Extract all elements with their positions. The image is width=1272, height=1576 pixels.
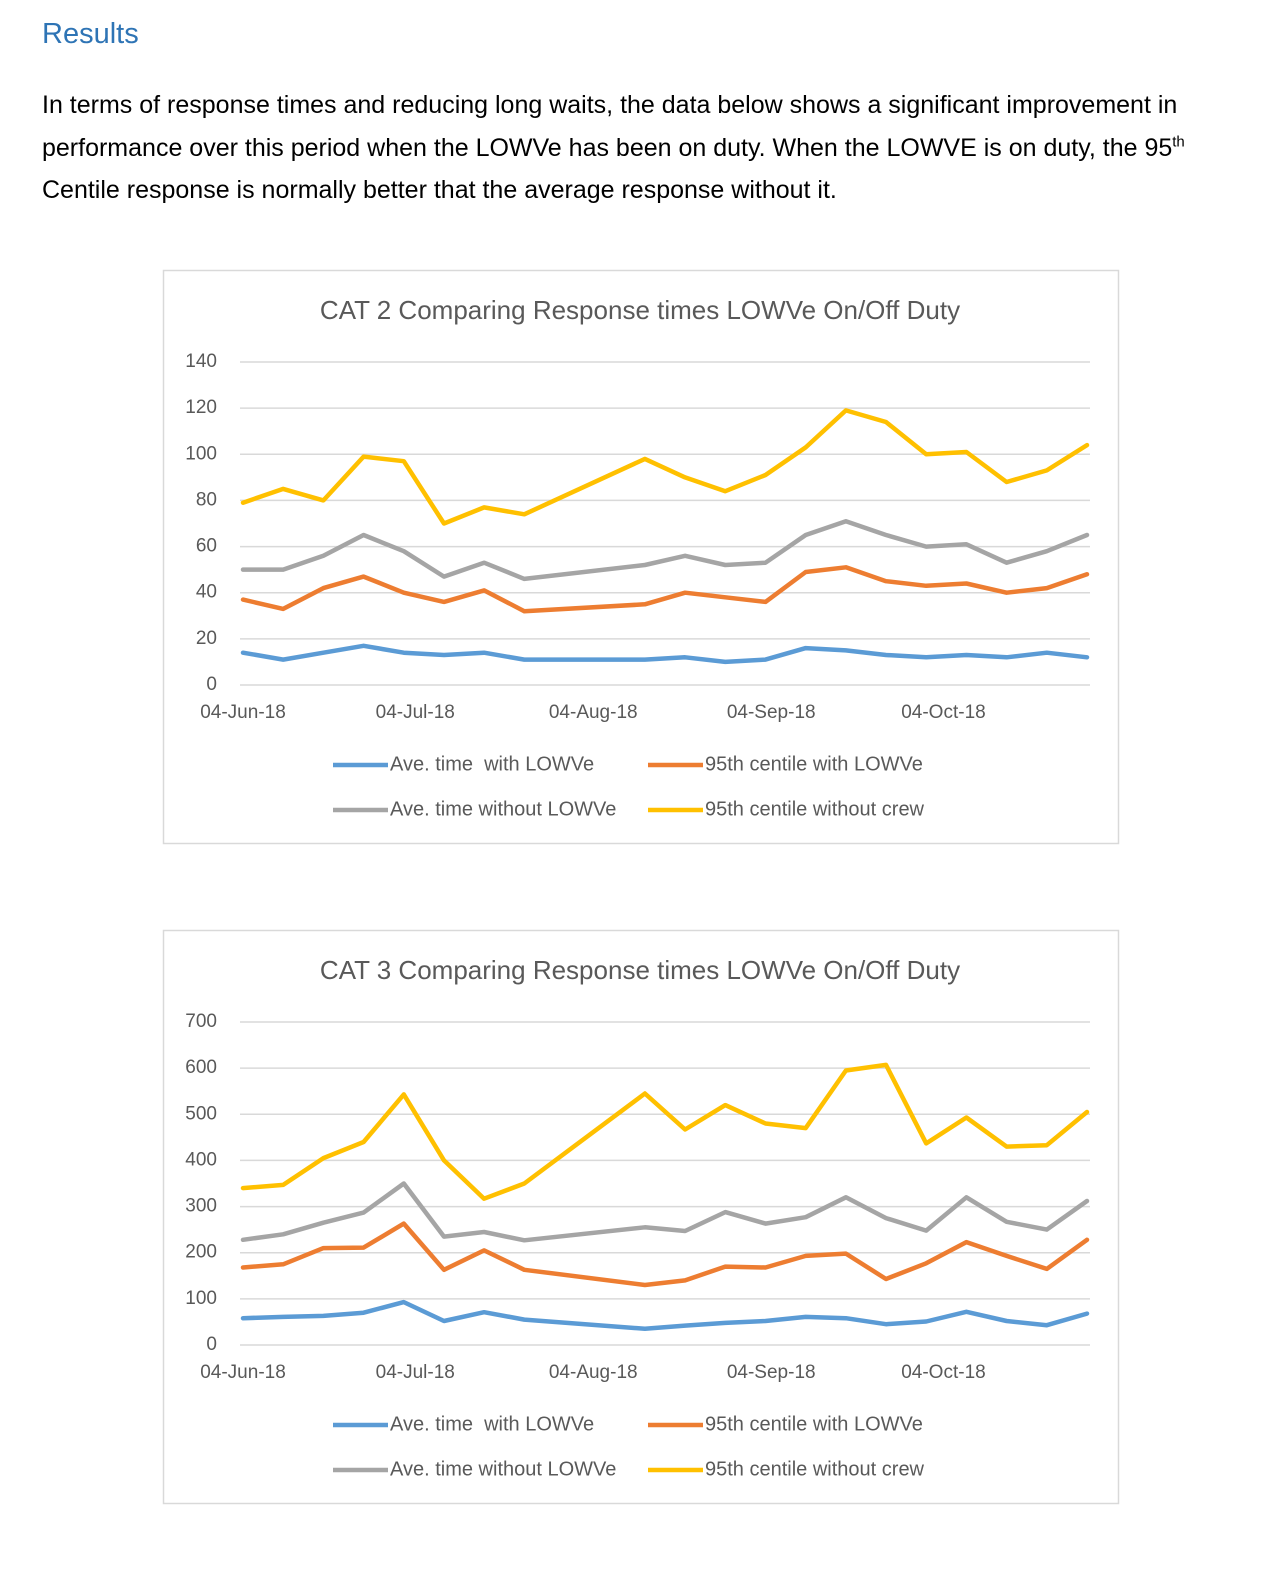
legend-label: 95th centile with LOWVe xyxy=(705,1413,923,1435)
chart-title: CAT 3 Comparing Response times LOWVe On/… xyxy=(320,955,960,985)
y-tick-label: 60 xyxy=(196,536,217,557)
x-tick-label: 04-Oct-18 xyxy=(901,702,985,723)
x-tick-label: 04-Jun-18 xyxy=(200,1362,286,1383)
text: In terms of response times and reducing … xyxy=(42,91,1178,162)
y-tick-label: 400 xyxy=(185,1149,217,1170)
y-tick-label: 700 xyxy=(185,1011,217,1032)
legend-label: 95th centile with LOWVe xyxy=(705,753,923,775)
y-tick-label: 200 xyxy=(185,1242,217,1263)
x-tick-label: 04-Jul-18 xyxy=(376,1362,455,1383)
superscript: th xyxy=(1172,133,1185,151)
series-line xyxy=(240,1299,1090,1332)
y-tick-label: 500 xyxy=(185,1103,217,1124)
series-line xyxy=(240,518,1090,582)
y-tick-label: 0 xyxy=(206,674,217,695)
y-tick-label: 140 xyxy=(185,351,217,372)
series-line xyxy=(240,565,1090,614)
x-tick-label: 04-Aug-18 xyxy=(549,702,638,723)
y-tick-label: 40 xyxy=(196,582,217,603)
x-tick-label: 04-Jun-18 xyxy=(200,702,286,723)
legend-label: 95th centile without crew xyxy=(705,1458,925,1480)
chart-frame xyxy=(162,269,1120,845)
x-tick-label: 04-Jul-18 xyxy=(376,702,455,723)
series-line xyxy=(240,1181,1090,1243)
y-tick-label: 100 xyxy=(185,1288,217,1309)
x-tick-label: 04-Sep-18 xyxy=(727,1362,816,1383)
legend-label: Ave. time with LOWVe xyxy=(390,1413,594,1435)
legend-label: Ave. time without LOWVe xyxy=(390,798,616,820)
paragraph: In terms of response times and reducing … xyxy=(42,84,1232,212)
legend-label: Ave. time with LOWVe xyxy=(390,753,594,775)
series-line xyxy=(240,1221,1090,1288)
series-line xyxy=(240,408,1090,526)
series-line xyxy=(240,643,1090,665)
x-tick-label: 04-Oct-18 xyxy=(901,1362,985,1383)
y-tick-label: 0 xyxy=(206,1334,217,1355)
chart-title: CAT 2 Comparing Response times LOWVe On/… xyxy=(320,295,960,325)
x-tick-label: 04-Aug-18 xyxy=(549,1362,638,1383)
y-tick-label: 120 xyxy=(185,397,217,418)
y-tick-label: 600 xyxy=(185,1057,217,1078)
y-tick-label: 100 xyxy=(185,443,217,464)
y-tick-label: 20 xyxy=(196,628,217,649)
y-tick-label: 80 xyxy=(196,489,217,510)
y-tick-label: 300 xyxy=(185,1196,217,1217)
x-tick-label: 04-Sep-18 xyxy=(727,702,816,723)
chart-frame xyxy=(162,929,1120,1505)
heading: Results xyxy=(42,18,139,50)
legend-label: Ave. time without LOWVe xyxy=(390,1458,616,1480)
series-line xyxy=(240,1062,1090,1201)
text: Centile response is normally better that… xyxy=(42,176,837,204)
legend-label: 95th centile without crew xyxy=(705,798,925,820)
